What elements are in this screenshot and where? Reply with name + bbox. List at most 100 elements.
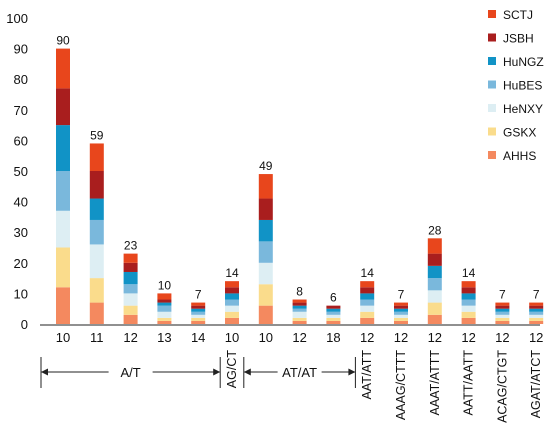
bar-segment-ahhs [461, 317, 476, 324]
x-tick-label: 12 [123, 330, 137, 345]
bar-total-label: 7 [499, 288, 506, 302]
bar-total-label: 7 [195, 288, 202, 302]
bar-segment-gskx [89, 278, 104, 303]
bar-segment-sctj [461, 281, 476, 288]
x-tick-label: 11 [90, 330, 104, 345]
bar-total-label: 14 [361, 266, 375, 280]
bar-segment-hungz [89, 198, 104, 220]
legend-label: HuNGZ [503, 55, 544, 69]
bar-segment-henxy [394, 314, 408, 318]
bar-segment-hubes [123, 284, 138, 294]
bar-segment-sctj [529, 302, 544, 306]
group-label: AG/CT [225, 350, 239, 389]
bar-segment-hubes [529, 311, 544, 315]
bar-segment-gskx [529, 317, 544, 321]
bar-total-label: 10 [158, 278, 172, 292]
bar-segment-ahhs [89, 302, 104, 324]
x-tick-label: 10 [259, 330, 273, 345]
legend-label: SCTJ [503, 8, 533, 22]
bar-segment-gskx [360, 311, 375, 318]
bar-segment-sctj [56, 48, 70, 89]
bar-segment-jsbh [56, 88, 70, 126]
y-axis: 0 10 20 30 40 50 60 70 80 90 100 [6, 11, 28, 332]
bar-segment-sctj [191, 302, 206, 306]
bar-segment-hungz [123, 271, 138, 285]
bar-segment-ahhs [529, 320, 544, 324]
legend-swatch [488, 151, 496, 159]
x-tick-label: 12 [428, 330, 442, 345]
bar-segment-hungz [292, 305, 307, 309]
y-tick-label: 0 [21, 317, 28, 332]
bar-total-label: 28 [428, 223, 442, 237]
bar-segment-gskx [394, 317, 408, 321]
bar-segment-sctj [394, 302, 408, 306]
bar-segment-ahhs [157, 320, 172, 324]
bar-segment-henxy [495, 314, 510, 318]
y-tick-label: 30 [14, 225, 28, 240]
bar-total-label: 90 [56, 34, 70, 48]
bar-segment-hungz [360, 293, 375, 300]
bar-segment-sctj [225, 281, 239, 288]
bar-segment-henxy [292, 311, 307, 318]
bar-segment-hungz [56, 125, 70, 171]
bar-segment-hubes [191, 311, 206, 315]
y-tick-label: 60 [14, 133, 28, 148]
group-label: AAAT/ATTT [428, 350, 442, 416]
x-tick-label: 13 [157, 330, 171, 345]
y-tick-label: 20 [14, 256, 28, 271]
legend-label: AHHS [503, 149, 536, 163]
bar-segment-gskx [157, 317, 172, 321]
bar-segment-jsbh [157, 299, 172, 303]
bar-segment-sctj [157, 293, 172, 300]
bar-segment-hubes [360, 299, 375, 306]
bar-segment-gskx [292, 317, 307, 321]
bar-segment-ahhs [123, 314, 138, 324]
total-labels: 9059231071449861472814777 [56, 34, 540, 305]
bar-segment-hungz [427, 265, 442, 279]
bar-segment-gskx [258, 284, 273, 306]
legend-swatch [488, 57, 496, 65]
bar-segment-gskx [225, 311, 239, 318]
y-tick-label: 80 [14, 72, 28, 87]
x-axis: 10111213141010121812121212121215 [40, 324, 543, 345]
y-tick-label: 90 [14, 42, 28, 57]
bar-segment-henxy [326, 314, 341, 318]
bar-segment-ahhs [225, 317, 239, 324]
bar-segment-ahhs [191, 320, 206, 324]
bar-segment-hubes [258, 241, 273, 263]
bar-segment-jsbh [89, 171, 104, 199]
bar-segment-gskx [326, 317, 341, 321]
legend-label: HuBES [503, 79, 542, 93]
bar-total-label: 6 [330, 291, 337, 305]
y-tick-label: 50 [14, 164, 28, 179]
bar-segment-sctj [360, 281, 375, 288]
bar-segment-hungz [157, 302, 172, 306]
group-labels: A/T AG/CT AT/AT AAT/ATT AAAG/CTTT AAAT/ATTT AA… [40, 350, 543, 423]
x-tick-label: 12 [394, 330, 408, 345]
bar-segment-hubes [394, 311, 408, 315]
bar-segment-hubes [56, 171, 70, 211]
bar-segment-gskx [191, 317, 206, 321]
legend-swatch [488, 33, 496, 42]
bar-segment-hubes [427, 278, 442, 291]
bar-segment-gskx [495, 317, 510, 321]
group-label: AAAG/CTTT [394, 350, 408, 421]
bar-segment-jsbh [225, 287, 239, 294]
x-tick-label: 10 [225, 330, 239, 345]
group-arrow-head [348, 368, 356, 376]
bar-segment-ahhs [360, 317, 375, 324]
bar-segment-sctj [292, 299, 307, 303]
bar-segment-jsbh [529, 305, 544, 309]
group-label: AT/AT [282, 365, 317, 380]
legend-swatch [488, 127, 496, 136]
legend-label: HeNXY [503, 102, 543, 116]
bar-segment-jsbh [191, 305, 206, 309]
bar-total-label: 8 [296, 285, 303, 299]
bar-total-label: 14 [462, 266, 476, 280]
bar-segment-henxy [123, 293, 138, 306]
bar-segment-jsbh [461, 287, 476, 294]
bar-segment-sctj [427, 238, 442, 254]
legend-label: GSKX [503, 126, 536, 140]
x-tick-label: 12 [292, 330, 306, 345]
bar-segment-henxy [56, 210, 70, 248]
